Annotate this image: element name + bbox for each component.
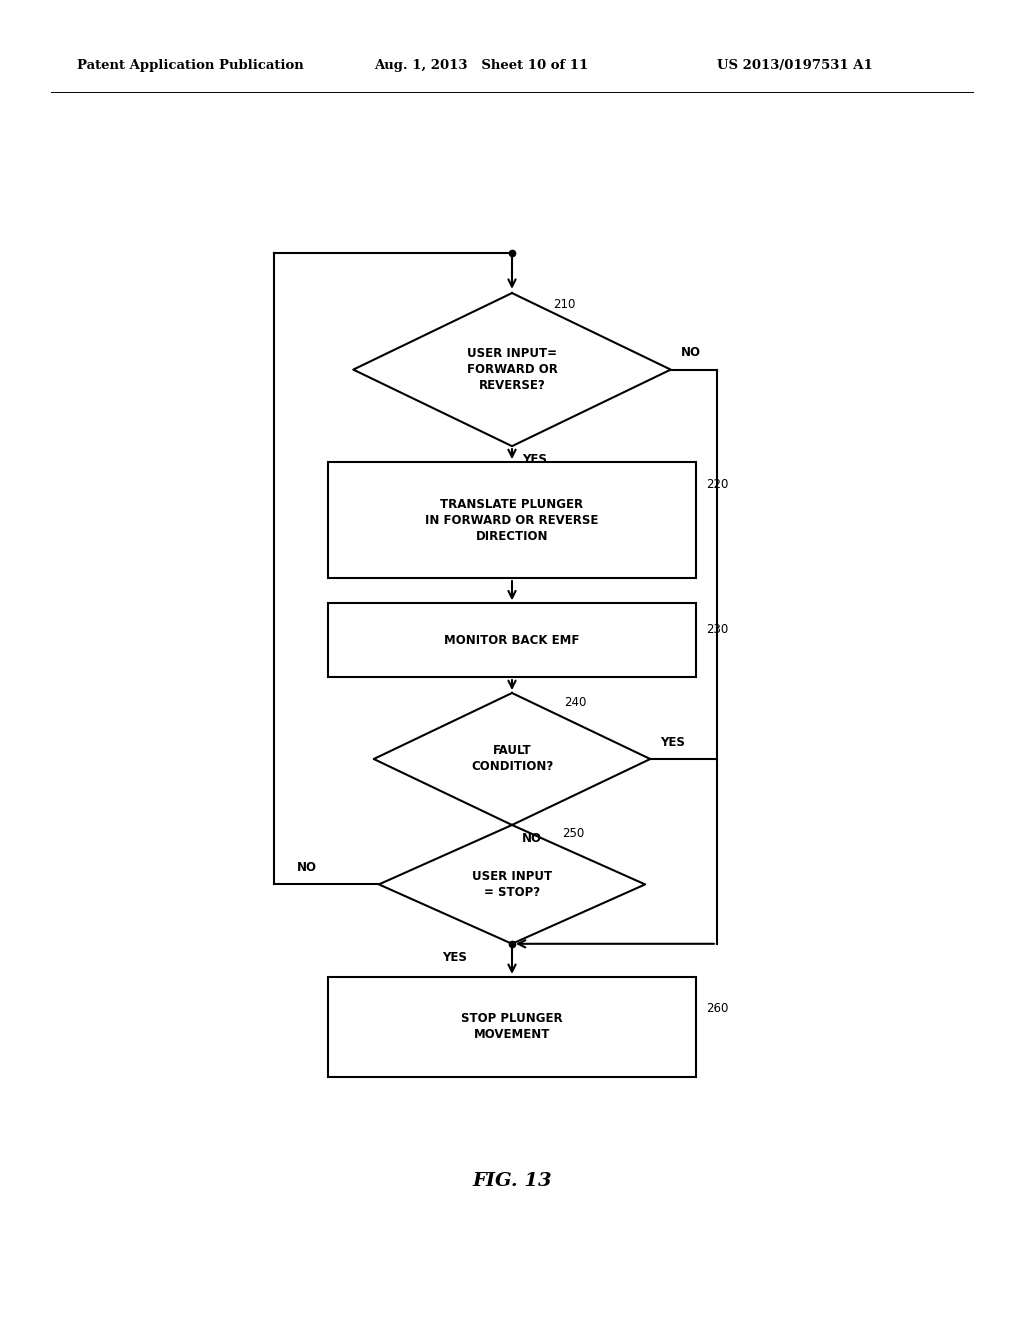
Text: 240: 240: [564, 696, 587, 709]
Bar: [328, 977, 696, 1077]
Text: Aug. 1, 2013   Sheet 10 of 11: Aug. 1, 2013 Sheet 10 of 11: [374, 59, 588, 73]
Text: USER INPUT
= STOP?: USER INPUT = STOP?: [472, 870, 552, 899]
Text: TRANSLATE PLUNGER
IN FORWARD OR REVERSE
DIRECTION: TRANSLATE PLUNGER IN FORWARD OR REVERSE …: [425, 498, 599, 543]
Text: STOP PLUNGER
MOVEMENT: STOP PLUNGER MOVEMENT: [461, 1012, 563, 1041]
Text: Patent Application Publication: Patent Application Publication: [77, 59, 303, 73]
Text: US 2013/0197531 A1: US 2013/0197531 A1: [717, 59, 872, 73]
Text: YES: YES: [522, 453, 547, 466]
Text: 260: 260: [707, 1002, 729, 1015]
Text: 250: 250: [562, 826, 585, 840]
Text: MONITOR BACK EMF: MONITOR BACK EMF: [444, 634, 580, 647]
Text: YES: YES: [442, 950, 467, 964]
Bar: [328, 603, 696, 677]
Text: FAULT
CONDITION?: FAULT CONDITION?: [471, 744, 553, 774]
Text: YES: YES: [660, 735, 685, 748]
Bar: [328, 462, 696, 578]
Text: 220: 220: [707, 478, 729, 491]
Text: NO: NO: [681, 346, 701, 359]
Text: USER INPUT=
FORWARD OR
REVERSE?: USER INPUT= FORWARD OR REVERSE?: [467, 347, 557, 392]
Text: 210: 210: [553, 298, 575, 312]
Text: NO: NO: [522, 832, 543, 845]
Text: 230: 230: [707, 623, 729, 636]
Text: NO: NO: [297, 861, 317, 874]
Text: FIG. 13: FIG. 13: [472, 1172, 552, 1191]
